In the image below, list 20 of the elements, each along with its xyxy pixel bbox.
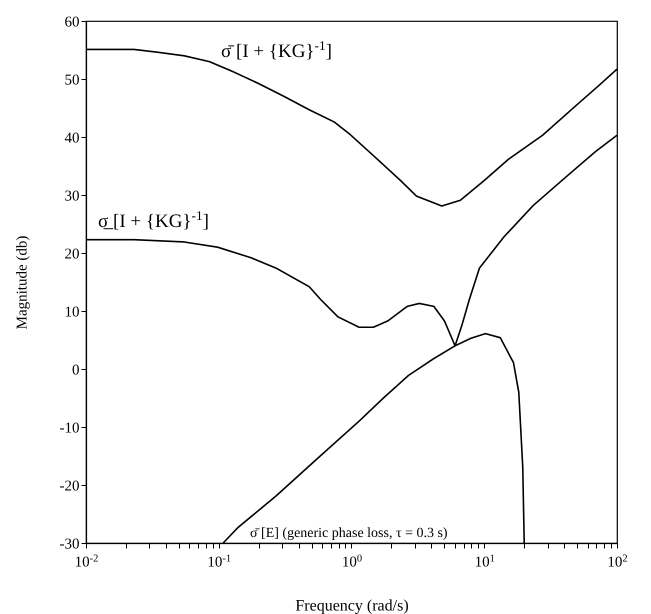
y-tick-label: 20 (64, 246, 80, 262)
x-tick-label: 10$^{1}$ (474, 553, 495, 570)
y-axis-title: Magnitude (db) (14, 236, 31, 330)
y-tick-label: 60 (64, 14, 80, 30)
x-tick-label: 10$^{0}$ (342, 553, 362, 570)
series-label: σ̄ [E] (generic phase loss, τ = 0.3 s) (250, 526, 448, 541)
y-tick-label: 0 (72, 362, 80, 378)
x-tick-label: 10$^{2}$ (607, 553, 628, 570)
y-tick-label: -20 (60, 478, 80, 494)
series-label: σ̄ [I + {KG}$^{-1}$] (221, 38, 332, 62)
y-tick-label: 10 (64, 304, 80, 320)
series-label: σ̲ [I + {KG}$^{-1}$] (98, 208, 209, 232)
y-tick-label: 40 (64, 130, 80, 146)
x-tick-label: 10$^{-1}$ (207, 553, 232, 570)
x-tick-label: 10$^{-2}$ (74, 553, 98, 570)
y-tick-label: -10 (60, 420, 80, 436)
x-axis-title: Frequency (rad/s) (295, 598, 409, 614)
y-tick-label: -30 (60, 536, 80, 552)
y-tick-label: 30 (64, 188, 80, 204)
y-tick-label: 50 (64, 72, 80, 88)
